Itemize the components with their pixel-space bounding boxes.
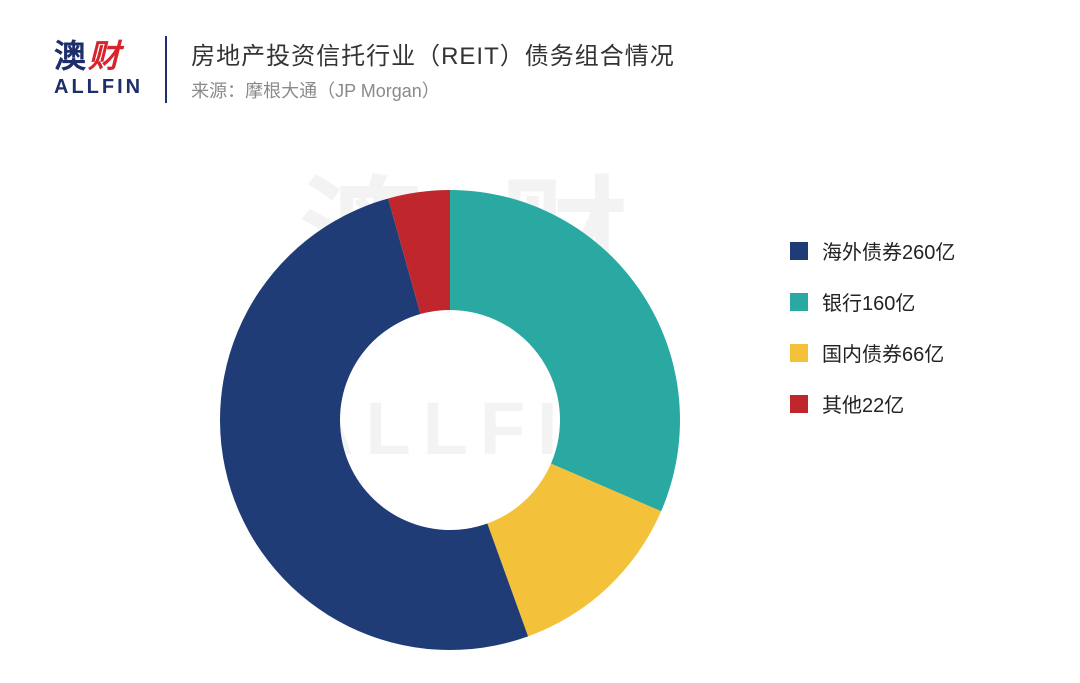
header-titles: 房地产投资信托行业（REIT）债务组合情况 来源：摩根大通（JP Morgan） — [167, 36, 675, 103]
legend-row: 其他22亿 — [790, 389, 955, 418]
page: { "logo": { "cn_main": "澳", "cn_accent":… — [0, 0, 1080, 683]
legend-row: 银行160亿 — [790, 287, 955, 316]
brand-logo-cn-accent: 财 — [88, 38, 126, 74]
legend-row: 海外债券260亿 — [790, 236, 955, 265]
legend-label: 海外债券260亿 — [822, 236, 955, 265]
legend-label: 国内债券66亿 — [822, 338, 944, 367]
header: 澳财 ALLFIN 房地产投资信托行业（REIT）债务组合情况 来源：摩根大通（… — [54, 36, 675, 103]
chart-title: 房地产投资信托行业（REIT）债务组合情况 — [191, 36, 675, 71]
legend-swatch — [790, 344, 808, 362]
brand-logo-cn-main: 澳 — [54, 38, 92, 74]
legend-row: 国内债券66亿 — [790, 338, 955, 367]
brand-logo: 澳财 ALLFIN — [54, 36, 165, 103]
legend-swatch — [790, 395, 808, 413]
legend-swatch — [790, 293, 808, 311]
donut-slice — [450, 190, 680, 511]
chart-area: 海外债券260亿银行160亿国内债券66亿其他22亿 — [0, 150, 1080, 680]
legend-label: 其他22亿 — [822, 389, 904, 418]
brand-logo-en: ALLFIN — [54, 76, 143, 99]
legend-label: 银行160亿 — [822, 287, 915, 316]
donut-chart — [210, 170, 710, 670]
chart-legend: 海外债券260亿银行160亿国内债券66亿其他22亿 — [790, 236, 955, 440]
legend-swatch — [790, 242, 808, 260]
chart-source: 来源：摩根大通（JP Morgan） — [191, 77, 675, 103]
brand-logo-cn: 澳财 — [54, 40, 143, 74]
